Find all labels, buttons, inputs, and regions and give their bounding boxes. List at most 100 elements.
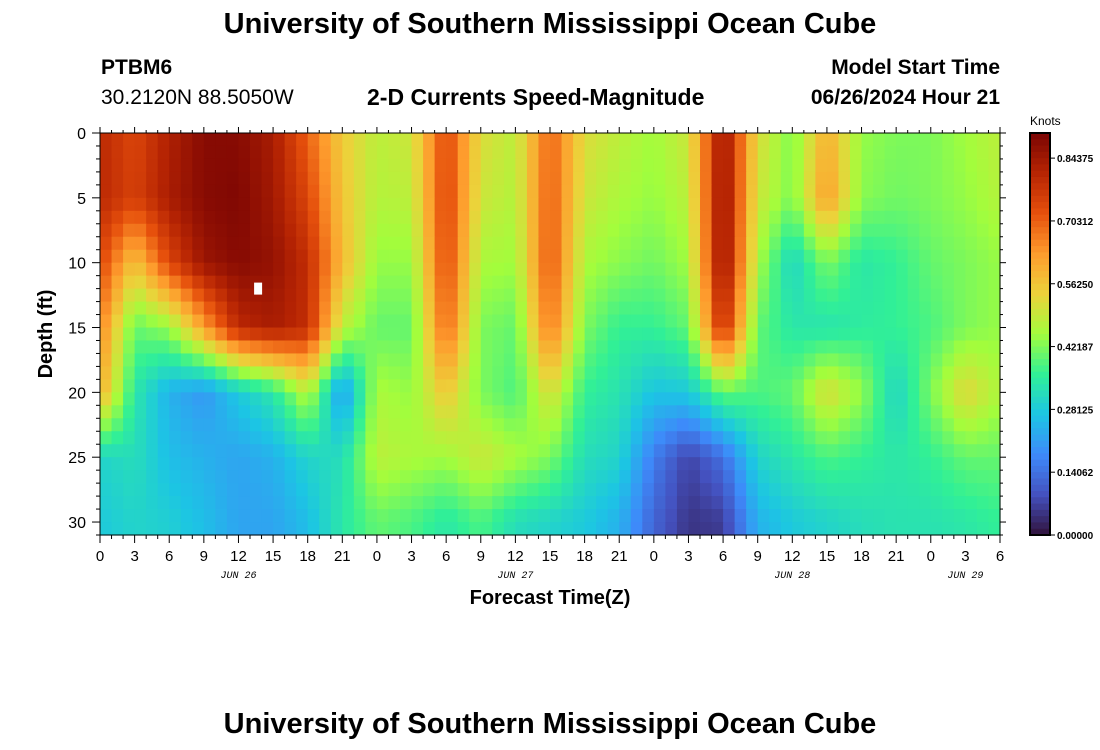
heatmap-cell — [400, 379, 413, 393]
heatmap-cell — [723, 340, 736, 355]
heatmap-cell — [769, 197, 782, 212]
heatmap-cell — [850, 431, 863, 445]
heatmap-cell — [146, 236, 159, 251]
heatmap-cell — [757, 496, 770, 510]
heatmap-cell — [676, 405, 690, 419]
heatmap-cell — [803, 145, 816, 160]
heatmap-cell — [965, 431, 978, 445]
heatmap-cell — [573, 158, 586, 173]
heatmap-cell — [896, 496, 909, 510]
heatmap-cell — [746, 158, 759, 173]
heatmap-cell — [434, 340, 447, 355]
heatmap-cell — [584, 496, 597, 510]
heatmap-cell — [676, 340, 690, 355]
heatmap-cell — [100, 470, 113, 484]
heatmap-cell — [273, 379, 286, 393]
heatmap-cell — [515, 353, 528, 368]
heatmap-cell — [769, 353, 782, 368]
heatmap-cell — [365, 145, 378, 160]
heatmap-cell — [250, 158, 263, 173]
heatmap-cell — [953, 405, 966, 419]
heatmap-cell — [803, 327, 816, 342]
heatmap-cell — [261, 340, 274, 355]
heatmap-cell — [780, 496, 793, 510]
heatmap-cell — [365, 301, 378, 316]
heatmap-cell — [192, 366, 205, 380]
heatmap-cell — [100, 184, 113, 199]
colorbar-tick-label: 0.28125 — [1057, 405, 1094, 416]
heatmap-cell — [342, 444, 355, 458]
heatmap-cell — [711, 223, 724, 238]
heatmap-cell — [953, 262, 966, 277]
heatmap-cell — [480, 470, 493, 484]
heatmap-cell — [642, 275, 655, 290]
colorbar-segment — [1030, 409, 1050, 417]
heatmap-cell — [388, 327, 401, 342]
heatmap-cell — [792, 249, 805, 264]
heatmap-cell — [330, 496, 343, 510]
heatmap-cell — [596, 197, 609, 212]
heatmap-cell — [480, 418, 493, 432]
heatmap-cell — [873, 379, 886, 393]
heatmap-cell — [780, 262, 793, 277]
heatmap-cell — [769, 314, 782, 329]
heatmap-cell — [561, 457, 574, 471]
heatmap-cell — [376, 133, 390, 147]
heatmap-cell — [388, 275, 401, 290]
heatmap-cell — [250, 145, 263, 160]
heatmap-cell — [353, 405, 366, 419]
heatmap-cell — [261, 418, 274, 432]
heatmap-cell — [411, 249, 424, 264]
heatmap-cell — [261, 197, 274, 212]
heatmap-cell — [376, 431, 390, 445]
heatmap-cell — [434, 431, 447, 445]
heatmap-cell — [700, 379, 713, 393]
heatmap-cell — [284, 366, 297, 380]
heatmap-cell — [792, 470, 805, 484]
heatmap-cell — [342, 184, 355, 199]
heatmap-cell — [953, 483, 966, 497]
heatmap-cell — [100, 275, 113, 290]
heatmap-cell — [215, 366, 228, 380]
heatmap-cell — [538, 249, 551, 264]
heatmap-cell — [469, 223, 482, 238]
heatmap-cell — [676, 327, 690, 342]
heatmap-cell — [884, 171, 897, 186]
heatmap-cell — [134, 509, 147, 523]
heatmap-cell — [215, 444, 228, 458]
heatmap-cell — [861, 496, 874, 510]
heatmap-cell — [123, 249, 136, 264]
heatmap-cell — [873, 431, 886, 445]
heatmap-cell — [134, 431, 147, 445]
heatmap-cell — [492, 236, 505, 251]
heatmap-cell — [723, 457, 736, 471]
heatmap-cell — [503, 197, 516, 212]
heatmap-cell — [169, 145, 182, 160]
heatmap-cell — [434, 133, 447, 147]
colorbar-segment — [1030, 264, 1050, 272]
colorbar-segment — [1030, 516, 1050, 524]
heatmap-cell — [642, 314, 655, 329]
heatmap-cell — [480, 236, 493, 251]
heatmap-cell — [826, 509, 840, 523]
y-tick-label: 5 — [77, 191, 86, 208]
heatmap-cell — [573, 197, 586, 212]
heatmap-cell — [492, 444, 505, 458]
heatmap-cell — [342, 249, 355, 264]
heatmap-cell — [503, 379, 516, 393]
heatmap-cell — [953, 340, 966, 355]
heatmap-cell — [330, 457, 343, 471]
heatmap-cell — [803, 158, 816, 173]
heatmap-cell — [584, 431, 597, 445]
heatmap-cell — [896, 223, 909, 238]
heatmap-cell — [434, 483, 447, 497]
heatmap-cell — [676, 288, 690, 303]
heatmap-cell — [307, 158, 320, 173]
heatmap-cell — [861, 262, 874, 277]
heatmap-cell — [330, 392, 343, 406]
heatmap-cell — [134, 288, 147, 303]
heatmap-cell — [803, 249, 816, 264]
heatmap-cell — [284, 145, 297, 160]
heatmap-cell — [538, 301, 551, 316]
heatmap-cell — [873, 158, 886, 173]
